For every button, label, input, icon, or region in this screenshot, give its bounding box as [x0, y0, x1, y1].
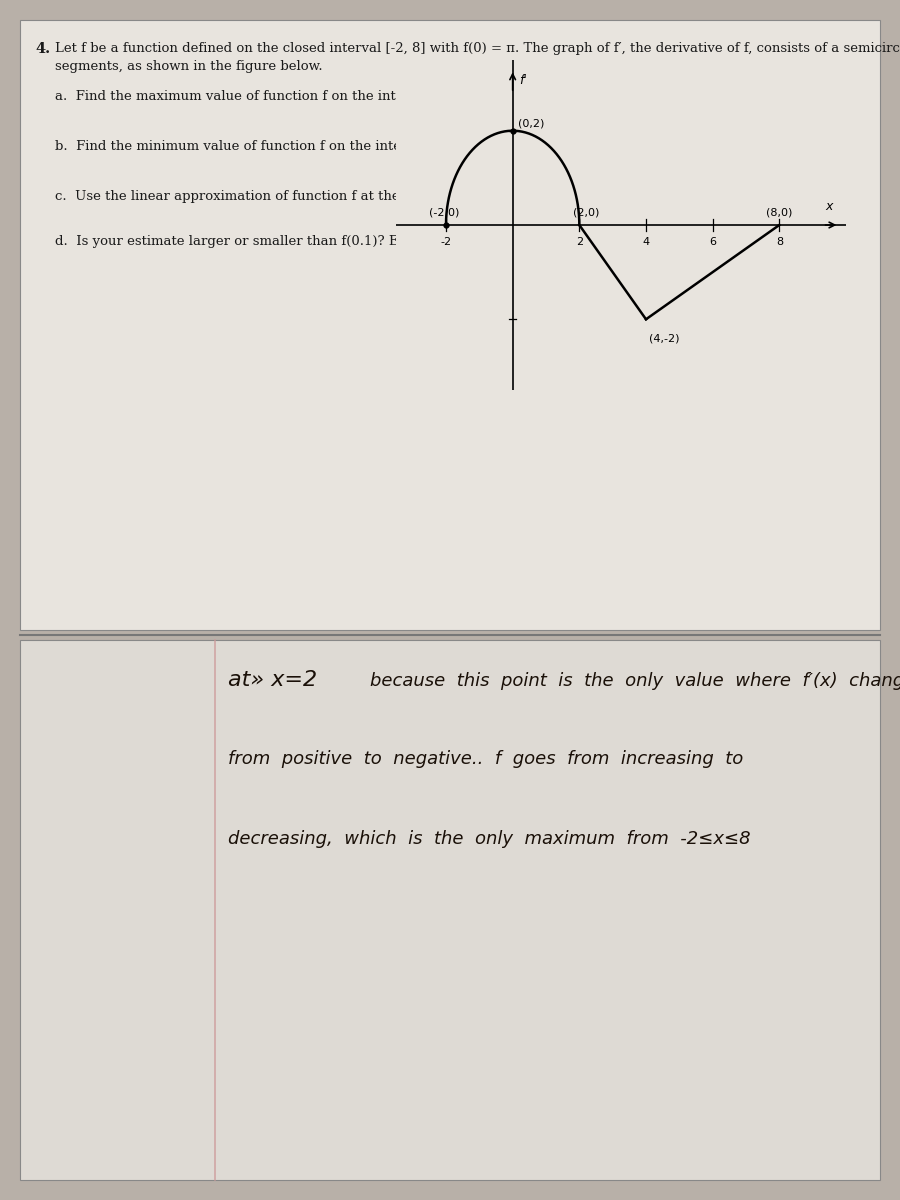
Text: f': f': [519, 74, 527, 88]
Text: (8,0): (8,0): [766, 208, 792, 218]
Text: at» x=2: at» x=2: [228, 670, 317, 690]
Text: (4,-2): (4,-2): [649, 334, 680, 343]
Text: segments, as shown in the figure below.: segments, as shown in the figure below.: [55, 60, 322, 73]
Text: (2,0): (2,0): [572, 208, 599, 218]
Text: -2: -2: [440, 236, 452, 247]
Text: because  this  point  is  the  only  value  where  f′(x)  changes: because this point is the only value whe…: [370, 672, 900, 690]
Text: x: x: [825, 200, 833, 214]
Text: 4.: 4.: [35, 42, 50, 56]
FancyBboxPatch shape: [20, 640, 880, 1180]
Text: b.  Find the minimum value of function f on the interval -2 ≤ x ≤ 8. Show your w: b. Find the minimum value of function f …: [55, 140, 782, 152]
Text: a.  Find the maximum value of function f on the interval -2 ≤ x ≤ 8. Show your w: a. Find the maximum value of function f …: [55, 90, 785, 103]
Text: d.  Is your estimate larger or smaller than f(0.1)? Explain your reasoning.: d. Is your estimate larger or smaller th…: [55, 235, 549, 248]
Text: decreasing,  which  is  the  only  maximum  from  -2≤x≤8: decreasing, which is the only maximum fr…: [228, 830, 751, 848]
FancyBboxPatch shape: [20, 20, 880, 630]
Text: 6: 6: [709, 236, 716, 247]
Text: 4: 4: [643, 236, 650, 247]
Text: 8: 8: [776, 236, 783, 247]
Text: 2: 2: [576, 236, 583, 247]
Text: Let f be a function defined on the closed interval [-2, 8] with f(0) = π. The gr: Let f be a function defined on the close…: [55, 42, 900, 55]
Text: (-2,0): (-2,0): [429, 208, 460, 218]
Text: from  positive  to  negative..  f  goes  from  increasing  to: from positive to negative.. f goes from …: [228, 750, 743, 768]
Text: (0,2): (0,2): [518, 119, 544, 128]
Text: c.  Use the linear approximation of function f at the point (0, π) to estimate t: c. Use the linear approximation of funct…: [55, 190, 685, 203]
